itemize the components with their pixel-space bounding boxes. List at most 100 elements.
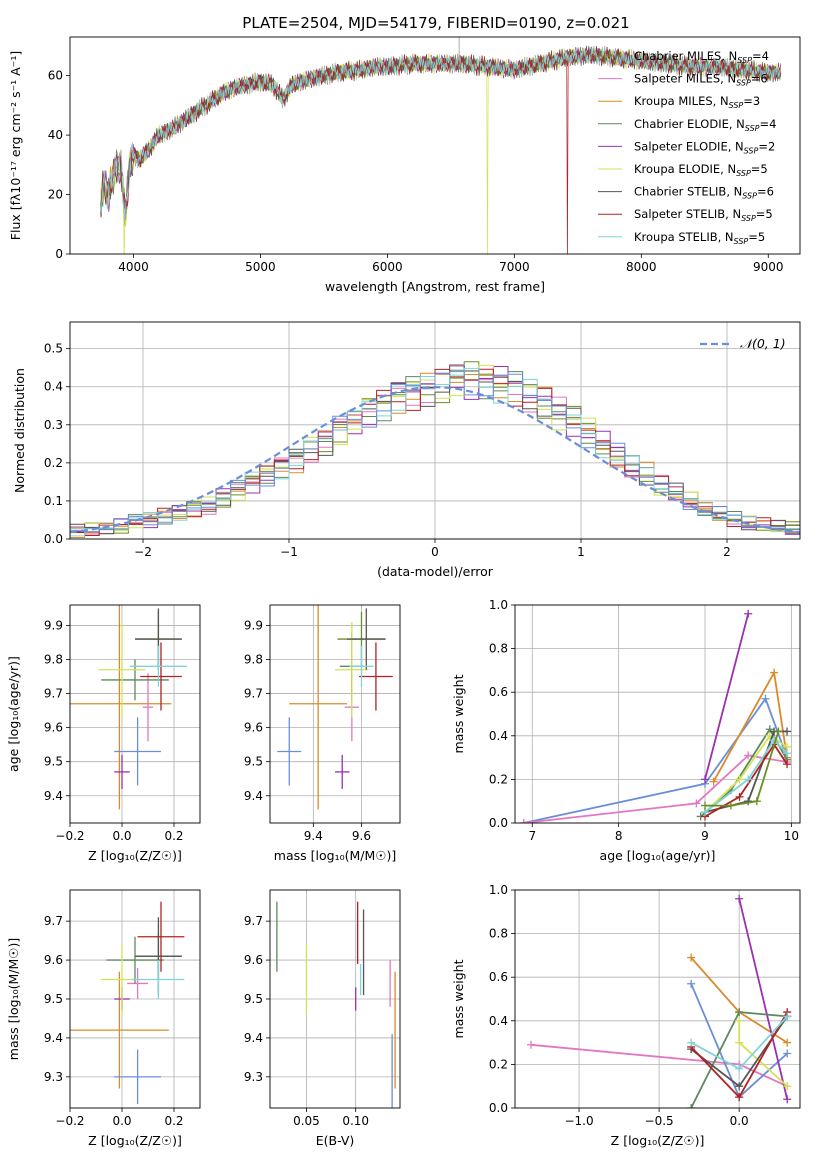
y-tick-label: 0.0 xyxy=(489,816,508,830)
mass-weight-marker xyxy=(761,694,770,703)
y-tick-label: 0.0 xyxy=(489,1101,508,1115)
mass-weight-marker xyxy=(701,801,709,810)
x-tick-label: −0.2 xyxy=(55,1114,84,1128)
y-tick-label: 9.8 xyxy=(44,653,63,667)
legend-entry: 𝒩(0, 1) xyxy=(740,336,786,351)
x-tick-label: 9.6 xyxy=(352,829,371,843)
axes-frame xyxy=(514,889,801,1109)
plot-area xyxy=(70,605,187,810)
mass-weight-marker xyxy=(774,727,783,736)
mass-weight-marker xyxy=(709,777,718,786)
plot-area xyxy=(277,605,393,810)
mass-weight-line xyxy=(704,738,788,813)
panel-3: −0.2 0.0 0.2 9.4 9.5 9.6 9.7 9.8 9.9 Z [log₁₀(Z/Z… xyxy=(6,604,201,863)
y-tick-label: 0.4 xyxy=(489,729,508,743)
gaussian-curve xyxy=(70,385,800,534)
legend-entry: Chabrier STELIB, NSSP=6 xyxy=(634,185,774,201)
x-tick-label: 0.0 xyxy=(730,1114,749,1128)
x-axis-label: Z [log₁₀(Z/Z☉)] xyxy=(611,1133,705,1148)
mass-weight-marker xyxy=(783,1012,792,1021)
legend-entry: Kroupa MILES, NSSP=3 xyxy=(634,94,760,110)
panel-4: 9.4 9.6 9.4 9.5 9.6 9.7 9.8 9.9 mass [log₁₀(M/M☉… xyxy=(244,604,401,863)
x-tick-label: 7 xyxy=(528,829,536,843)
mass-weight-marker xyxy=(744,775,753,784)
legend-entry: Salpeter STELIB, NSSP=5 xyxy=(634,207,773,223)
mass-weight-line xyxy=(704,613,750,780)
y-tick-label: 9.3 xyxy=(44,1070,63,1084)
y-tick-label: 1.0 xyxy=(489,883,508,897)
y-axis-label: mass weight xyxy=(451,674,466,753)
mass-weight-marker xyxy=(744,609,753,618)
legend-entry: Chabrier MILES, NSSP=4 xyxy=(634,49,769,65)
mass-weight-marker xyxy=(692,799,701,808)
x-tick-label: −1.0 xyxy=(564,1114,593,1128)
x-tick-label: 0.10 xyxy=(342,1114,369,1128)
mass-weight-marker xyxy=(783,749,792,758)
y-tick-label: 9.7 xyxy=(244,914,263,928)
x-axis-label: Z [log₁₀(Z/Z☉)] xyxy=(88,1133,182,1148)
mass-weight-marker xyxy=(735,1082,744,1091)
mass-weight-line xyxy=(704,734,788,813)
y-tick-label: 9.6 xyxy=(244,953,263,967)
mass-weight-marker xyxy=(726,801,735,810)
mass-weight-marker xyxy=(783,727,792,736)
x-tick-label: 8 xyxy=(615,829,623,843)
mass-weight-marker xyxy=(744,751,753,760)
y-tick-label: 20 xyxy=(48,188,63,202)
mass-weight-marker xyxy=(744,797,753,806)
y-tick-label: 9.4 xyxy=(244,789,263,803)
y-tick-label: 0.6 xyxy=(489,685,508,699)
mass-weight-marker xyxy=(687,979,696,988)
panel-8: −1.0 −0.5 0.0 0.0 0.2 0.4 0.6 0.8 1.0 Z [log₁₀(Z/… xyxy=(451,883,801,1148)
plot-area xyxy=(527,894,792,1108)
mass-weight-line xyxy=(705,731,780,807)
mass-weight-marker xyxy=(735,775,744,784)
y-tick-label: 0.1 xyxy=(44,494,63,508)
mass-weight-marker xyxy=(783,1038,792,1047)
x-axis-label: E(B-V) xyxy=(316,1133,355,1148)
mass-weight-marker xyxy=(701,775,709,784)
y-tick-label: 9.6 xyxy=(244,721,263,735)
x-tick-label: 0.0 xyxy=(112,1114,131,1128)
y-tick-label: 9.7 xyxy=(44,687,63,701)
mass-weight-line xyxy=(523,754,788,823)
x-tick-label: 0.05 xyxy=(293,1114,320,1128)
y-tick-label: 9.4 xyxy=(44,789,63,803)
mass-weight-marker xyxy=(783,760,792,769)
mass-weight-line xyxy=(738,898,789,1100)
y-tick-label: 0.3 xyxy=(44,418,63,432)
y-tick-label: 9.6 xyxy=(44,721,63,735)
mass-weight-marker xyxy=(783,1095,792,1104)
mass-weight-marker xyxy=(735,792,744,801)
mass-weight-marker xyxy=(735,1064,744,1073)
mass-weight-marker xyxy=(687,953,696,962)
x-axis-label: wavelength [Angstrom, rest frame] xyxy=(325,279,545,294)
x-tick-label: −0.2 xyxy=(55,829,84,843)
x-tick-label: 2 xyxy=(723,545,731,559)
x-tick-label: −0.5 xyxy=(645,1114,674,1128)
axes-frame xyxy=(69,36,801,255)
axes-frame xyxy=(514,604,801,824)
mass-weight-marker xyxy=(735,1008,744,1017)
x-tick-label: 1 xyxy=(577,545,585,559)
x-tick-label: 0.2 xyxy=(164,829,183,843)
plot-area xyxy=(70,361,800,539)
mass-weight-marker xyxy=(752,797,761,806)
y-axis-label: Flux [fλ10⁻¹⁷ erg cm⁻² s⁻¹ A⁻¹] xyxy=(8,51,23,240)
y-tick-label: 9.5 xyxy=(244,992,263,1006)
panel-6: −0.2 0.0 0.2 9.3 9.4 9.5 9.6 9.7 Z [log₁₀(Z/Z☉)]… xyxy=(6,889,201,1148)
legend-entry: Kroupa ELODIE, NSSP=5 xyxy=(634,162,768,178)
x-tick-label: 7000 xyxy=(499,260,530,274)
histogram-series xyxy=(70,365,800,539)
plot-area xyxy=(70,901,185,1105)
mass-weight-marker xyxy=(783,1082,792,1091)
x-tick-label: −2 xyxy=(134,545,152,559)
y-tick-label: 0.8 xyxy=(489,642,508,656)
x-tick-label: 9 xyxy=(701,829,709,843)
y-axis-label: Normed distribution xyxy=(12,368,27,493)
y-tick-label: 0.4 xyxy=(44,380,63,394)
plot-area xyxy=(276,901,396,1108)
y-tick-label: 0.2 xyxy=(489,1057,508,1071)
legend-entry: Salpeter ELODIE, NSSP=2 xyxy=(634,139,775,155)
y-tick-label: 9.4 xyxy=(244,1031,263,1045)
